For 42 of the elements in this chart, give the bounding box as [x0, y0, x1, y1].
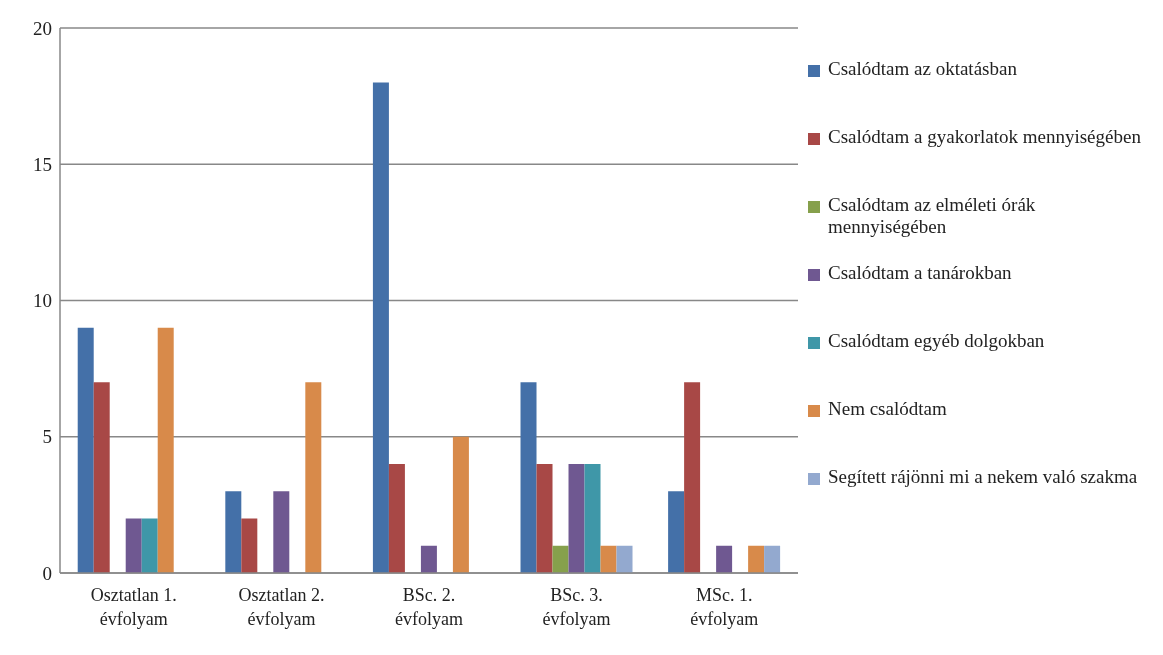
y-tick-label: 15	[33, 153, 52, 175]
bar	[273, 491, 290, 573]
legend-label: Segített rájönni mi a nekem való szakma	[828, 466, 1138, 488]
legend-label: Csalódtam az oktatásban	[828, 58, 1017, 80]
legend-label: Csalódtam a gyakorlatok mennyiségében	[828, 126, 1141, 148]
bar	[684, 382, 701, 573]
legend-label: Csalódtam egyéb dolgokban	[828, 330, 1045, 352]
x-tick-label: MSc. 1. évfolyam	[690, 585, 759, 629]
bar	[225, 491, 242, 573]
y-tick-label: 5	[42, 426, 52, 448]
bar	[584, 464, 601, 573]
bar	[536, 464, 553, 573]
bar	[764, 545, 781, 573]
bar	[616, 545, 633, 573]
x-tick-label: Osztatlan 1. évfolyam	[90, 585, 177, 629]
bar	[452, 436, 469, 573]
legend-label: Csalódtam az elméleti órák mennyiségében	[828, 194, 1037, 238]
bar	[372, 82, 389, 573]
bar	[568, 464, 585, 573]
bar	[668, 491, 685, 573]
y-tick-label: 10	[33, 290, 52, 312]
bar	[157, 327, 174, 573]
bar	[600, 545, 617, 573]
bar	[141, 518, 158, 573]
bar	[125, 518, 142, 573]
bar	[748, 545, 765, 573]
x-tick-label: BSc. 2. évfolyam	[395, 585, 463, 629]
bar	[77, 327, 94, 573]
bar	[93, 382, 110, 573]
y-tick-label: 0	[42, 562, 52, 584]
x-tick-label: Osztatlan 2. évfolyam	[238, 585, 325, 629]
bar	[520, 382, 537, 573]
legend-label: Csalódtam a tanárokban	[828, 262, 1012, 284]
bar	[420, 545, 437, 573]
x-tick-label: BSc. 3. évfolyam	[542, 585, 611, 629]
bar	[716, 545, 733, 573]
y-tick-label: 20	[33, 17, 52, 39]
bar	[552, 545, 569, 573]
bar	[241, 518, 258, 573]
bar	[388, 464, 405, 573]
bar	[305, 382, 322, 573]
legend-label: Nem csalódtam	[828, 398, 947, 420]
